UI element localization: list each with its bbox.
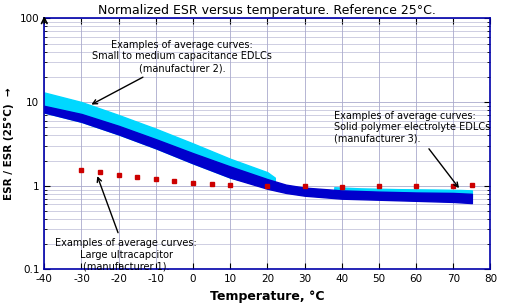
Text: Examples of average curves:
Large ultracapcitor
(manufacturer 1).: Examples of average curves: Large ultrac…	[55, 177, 197, 271]
Text: Examples of average curves:
Small to medium capacitance EDLCs
(manufacturer 2).: Examples of average curves: Small to med…	[92, 40, 272, 104]
X-axis label: Temperature, °C: Temperature, °C	[210, 290, 325, 303]
Title: Normalized ESR versus temperature. Reference 25°C.: Normalized ESR versus temperature. Refer…	[98, 4, 436, 17]
Text: Examples of average curves:
Solid polymer electrolyte EDLCs
(manufacturer 3).: Examples of average curves: Solid polyme…	[334, 111, 490, 187]
Y-axis label: ESR / ESR (25°C)  →: ESR / ESR (25°C) →	[4, 87, 14, 200]
